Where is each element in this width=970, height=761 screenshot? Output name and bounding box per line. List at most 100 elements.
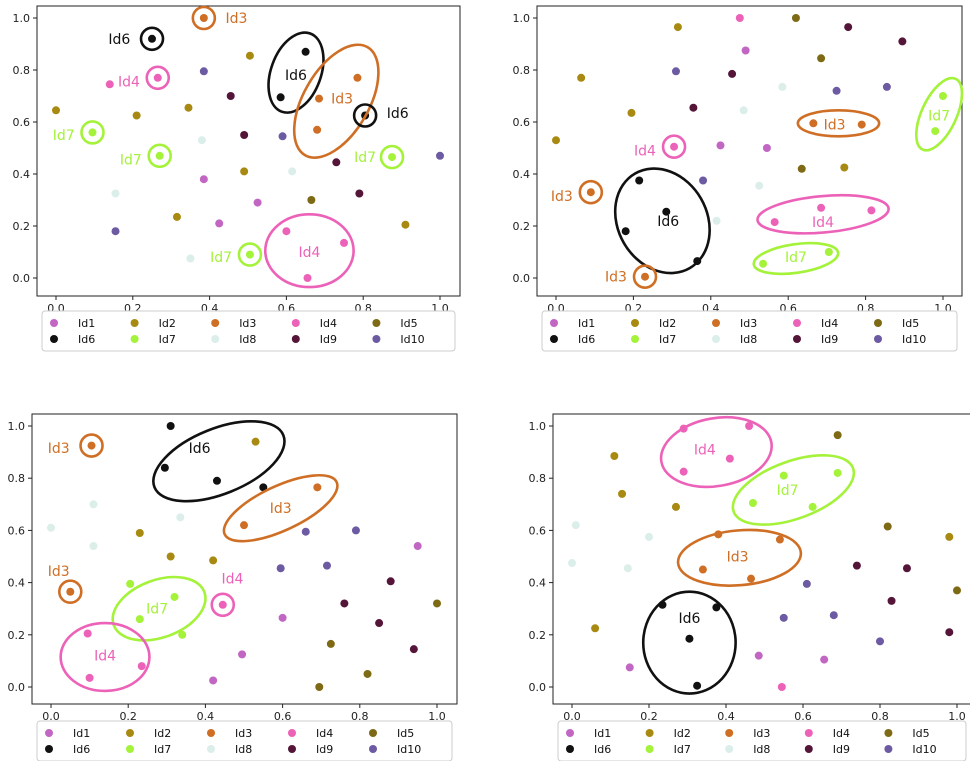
point-id8: [197, 136, 206, 145]
point-id2: [610, 452, 619, 461]
y-tick-label: 0.0: [513, 272, 531, 285]
annotation-circle-id3: [578, 179, 604, 205]
legend-marker-id2: [130, 319, 139, 327]
x-tick-label: 1.0: [428, 710, 446, 723]
point-id9: [409, 645, 418, 654]
point-id7: [833, 468, 842, 477]
point-id5: [326, 639, 335, 648]
legend-marker-id3: [712, 319, 720, 327]
y-tick-label: 1.0: [13, 12, 31, 25]
point-id8: [89, 500, 98, 509]
y-tick-label: 0.4: [8, 577, 26, 590]
point-id9: [689, 103, 698, 112]
legend-label-id1: Id1: [78, 317, 95, 330]
y-tick-label: 0.2: [529, 629, 547, 642]
point-id2: [52, 106, 60, 115]
legend-marker-id4: [288, 729, 296, 737]
y-tick-label: 0.0: [13, 272, 31, 285]
point-id2: [240, 167, 249, 176]
point-id5: [953, 586, 961, 595]
point-id1: [754, 651, 763, 660]
legend-label-id2: Id2: [154, 727, 171, 740]
legend-label-id10: Id10: [400, 333, 424, 346]
annotation-label: Id3: [727, 550, 749, 566]
point-id2: [401, 220, 410, 229]
point-id8: [712, 216, 721, 225]
y-tick-label: 0.2: [13, 220, 31, 233]
annotation-circle-id3: [58, 579, 83, 605]
point-id2: [552, 136, 560, 145]
point-id10: [832, 86, 841, 95]
point-id2: [618, 489, 627, 498]
point-id7: [88, 128, 97, 137]
legend-label-id7: Id7: [159, 333, 176, 346]
point-id2: [945, 532, 954, 541]
point-id9: [340, 599, 349, 608]
point-id4: [679, 467, 688, 476]
point-id9: [852, 561, 861, 570]
point-id2: [209, 556, 218, 565]
point-id7: [170, 592, 179, 601]
point-id6: [635, 176, 644, 185]
point-id3: [240, 521, 248, 530]
point-id2: [591, 624, 600, 633]
legend-label-id3: Id3: [235, 727, 252, 740]
y-tick-label: 0.6: [8, 524, 26, 537]
point-id2: [172, 212, 181, 221]
legend-marker-id8: [725, 745, 734, 753]
point-id7: [178, 630, 187, 639]
y-tick-label: 0.2: [8, 629, 26, 642]
legend-marker-id5: [372, 319, 381, 327]
point-id4: [303, 274, 312, 282]
legend-label-id4: Id4: [320, 317, 337, 330]
point-id9: [332, 158, 341, 167]
annotation-label: Id3: [824, 118, 846, 134]
annotation-label: Id7: [777, 483, 799, 499]
point-id4: [670, 142, 679, 151]
annotation-ellipse-id4: [59, 621, 151, 693]
legend-label-id2: Id2: [159, 317, 176, 330]
x-tick-label: 0.0: [42, 710, 60, 723]
x-tick-label: 0.2: [119, 710, 137, 723]
point-id3: [353, 73, 362, 82]
legend-marker-id4: [291, 319, 300, 327]
annotation-label: Id7: [210, 250, 232, 266]
legend-label-id5: Id5: [902, 317, 919, 330]
legend-label-id7: Id7: [674, 743, 691, 756]
point-id8: [47, 523, 55, 532]
point-id7: [155, 151, 164, 160]
legend-label-id9: Id9: [833, 743, 850, 756]
point-id9: [375, 619, 384, 628]
point-id6: [693, 681, 702, 690]
point-id2: [135, 529, 144, 538]
x-tick-label: 0.0: [563, 710, 581, 723]
point-id7: [748, 498, 757, 507]
point-id6: [662, 207, 671, 216]
point-id6: [276, 93, 285, 102]
annotation-label: Id7: [53, 128, 75, 144]
point-id8: [778, 82, 787, 91]
point-id1: [238, 650, 247, 659]
annotation-circle-id3: [79, 433, 104, 458]
legend-marker-id1: [566, 729, 574, 737]
point-id7: [245, 250, 254, 259]
x-tick-label: 0.4: [717, 710, 735, 723]
legend-marker-id10: [874, 335, 882, 343]
legend-marker-id4: [804, 729, 813, 737]
point-id8: [739, 106, 748, 115]
annotation-label: Id4: [221, 572, 243, 588]
y-tick-label: 1.0: [513, 12, 531, 25]
annotation-ellipse-id6: [641, 590, 737, 695]
legend-marker-id3: [725, 729, 734, 737]
legend-marker-id9: [793, 335, 801, 343]
y-tick-label: 0.0: [529, 681, 547, 694]
point-id10: [276, 564, 285, 573]
annotation-circle-id7: [237, 242, 263, 267]
legend-label-id7: Id7: [154, 743, 171, 756]
annotation-ellipse-id4: [756, 193, 890, 235]
point-id3: [313, 125, 322, 134]
point-id3: [698, 565, 707, 574]
legend-box: [36, 720, 453, 761]
point-id9: [844, 23, 853, 32]
